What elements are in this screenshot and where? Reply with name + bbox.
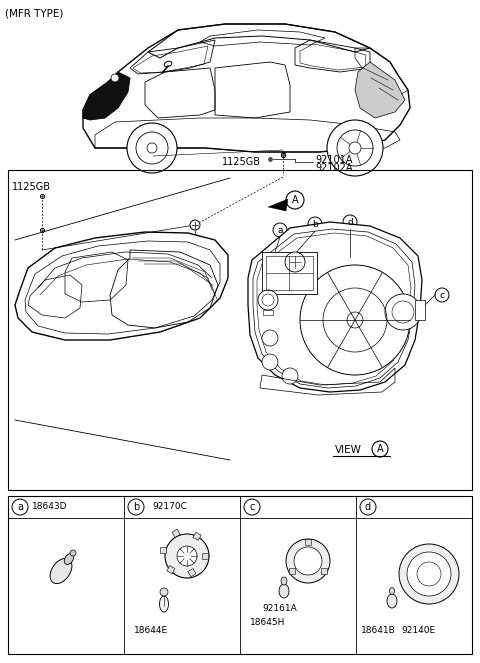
Circle shape — [399, 544, 459, 604]
Bar — [263, 310, 273, 315]
Bar — [202, 553, 208, 559]
Text: d: d — [365, 502, 371, 512]
Text: 18643D: 18643D — [32, 502, 68, 511]
Circle shape — [407, 552, 451, 596]
Circle shape — [327, 120, 383, 176]
Ellipse shape — [389, 587, 395, 595]
Text: 18641B: 18641B — [361, 626, 396, 635]
Text: A: A — [292, 195, 298, 205]
Bar — [172, 529, 180, 538]
Circle shape — [282, 368, 298, 384]
Polygon shape — [248, 222, 422, 392]
Circle shape — [111, 74, 119, 82]
Bar — [160, 547, 166, 553]
Circle shape — [127, 123, 177, 173]
Bar — [8, 496, 472, 654]
Text: 1125GB: 1125GB — [222, 157, 261, 167]
Ellipse shape — [279, 584, 289, 598]
Bar — [8, 170, 472, 490]
Text: b: b — [312, 219, 318, 229]
Text: 92161A: 92161A — [262, 604, 297, 613]
Circle shape — [190, 220, 200, 230]
Polygon shape — [83, 72, 130, 120]
Text: c: c — [440, 290, 444, 300]
Text: VIEW: VIEW — [335, 445, 362, 455]
Circle shape — [258, 290, 278, 310]
Ellipse shape — [50, 558, 72, 583]
Text: a: a — [17, 502, 23, 512]
Ellipse shape — [64, 554, 74, 564]
Text: 92170C: 92170C — [152, 502, 187, 511]
Bar — [305, 539, 311, 545]
Text: 1125GB: 1125GB — [12, 182, 51, 192]
Bar — [415, 300, 425, 320]
Circle shape — [262, 330, 278, 346]
Text: 92140E: 92140E — [401, 626, 435, 635]
Circle shape — [286, 539, 330, 583]
Ellipse shape — [159, 596, 168, 612]
Circle shape — [385, 294, 421, 330]
Circle shape — [165, 534, 209, 578]
Polygon shape — [355, 62, 405, 118]
Text: b: b — [133, 502, 139, 512]
Circle shape — [160, 588, 168, 596]
Bar — [322, 568, 327, 573]
Text: d: d — [347, 217, 353, 227]
Bar — [188, 569, 196, 577]
Circle shape — [300, 265, 410, 375]
Bar — [167, 566, 175, 573]
Text: 92101A: 92101A — [315, 155, 352, 165]
Text: A: A — [377, 444, 384, 454]
Circle shape — [177, 546, 197, 566]
Bar — [262, 252, 317, 294]
Text: (MFR TYPE): (MFR TYPE) — [5, 8, 63, 18]
Text: 18645H: 18645H — [250, 618, 286, 627]
Polygon shape — [15, 232, 228, 340]
Text: 92102A: 92102A — [315, 163, 352, 173]
Text: 18644E: 18644E — [134, 626, 168, 635]
Circle shape — [262, 354, 278, 370]
Text: a: a — [277, 225, 283, 235]
Bar — [193, 532, 201, 540]
Ellipse shape — [387, 594, 397, 608]
Text: c: c — [249, 502, 255, 512]
Polygon shape — [268, 199, 288, 211]
Bar — [288, 568, 295, 573]
Circle shape — [285, 252, 305, 272]
Ellipse shape — [281, 577, 287, 585]
Circle shape — [70, 550, 76, 556]
Circle shape — [294, 547, 322, 575]
Bar — [266, 256, 313, 290]
